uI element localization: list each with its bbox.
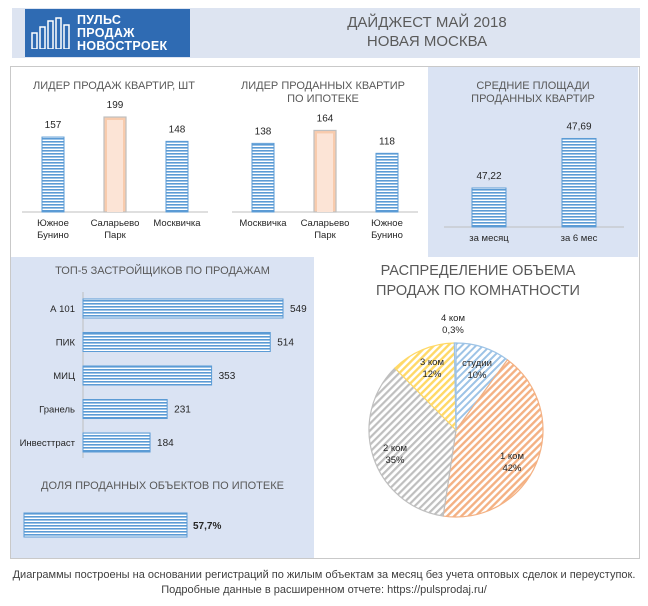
category-label: за месяц	[469, 233, 509, 244]
pie-slice-label: студии	[462, 358, 492, 369]
category-label: Южное	[37, 218, 69, 229]
chart3-avg-area: 47,22 за месяц 47,69 за 6 мес	[444, 121, 624, 244]
chart2-title-line2: ПО ИПОТЕКЕ	[287, 93, 359, 105]
bar-value-label: 164	[317, 113, 334, 124]
logo-line-1: ПУЛЬС	[77, 13, 122, 27]
pie-slice	[453, 342, 457, 431]
category-label: ПИК	[56, 338, 76, 349]
buildings-logo-icon	[31, 17, 70, 49]
pie-slice-label: 2 ком	[383, 443, 407, 454]
bar-value-label: 47,22	[476, 171, 501, 182]
chart3-title: СРЕДНИЕ ПЛОЩАДИ ПРОДАННЫХ КВАРТИР	[428, 80, 638, 106]
pie-slice-label: 3 ком	[420, 357, 444, 368]
logo[interactable]: ПУЛЬС ПРОДАЖ НОВОСТРОЕК	[25, 9, 190, 57]
bar	[82, 332, 271, 352]
pie-slice	[394, 342, 457, 432]
bar	[23, 512, 188, 538]
bar	[82, 399, 168, 419]
bar	[41, 136, 65, 213]
chart5-title: ДОЛЯ ПРОДАННЫХ ОБЪЕКТОВ ПО ИПОТЕКЕ	[41, 480, 284, 492]
bar-value-label: 549	[290, 304, 307, 315]
bar-value-label: 231	[174, 405, 191, 416]
chart4-top-developers: 549 А 101 514 ПИК 353 МИЦ 231 Гранель 184 Инвестт…	[20, 292, 307, 458]
pie-slice	[442, 359, 544, 518]
logo-text: ПУЛЬС ПРОДАЖ НОВОСТРОЕК	[77, 14, 167, 53]
pie-slice-percent: 42%	[502, 463, 522, 474]
category-label: Москвичка	[153, 218, 201, 229]
pie-slice-label: 4 ком	[441, 313, 465, 324]
chart1-title: ЛИДЕР ПРОДАЖ КВАРТИР, ШТ	[33, 80, 195, 92]
chart2-title-line1: ЛИДЕР ПРОДАННЫХ КВАРТИР	[241, 80, 405, 92]
bar	[251, 142, 275, 213]
chart3-title-line1: СРЕДНИЕ ПЛОЩАДИ	[476, 80, 590, 92]
bar-value-label: 184	[157, 438, 174, 449]
chart6-title-line2: ПРОДАЖ ПО КОМНАТНОСТИ	[376, 283, 580, 299]
chart6-title-line1: РАСПРЕДЕЛЕНИЕ ОБЪЕМА	[380, 263, 576, 279]
mortgage-share-panel	[11, 465, 314, 558]
bar	[82, 298, 284, 319]
chart3-title-line2: ПРОДАННЫХ КВАРТИР	[471, 93, 595, 105]
bar-value-label: 353	[219, 371, 236, 382]
bar-value-label: 148	[169, 124, 186, 135]
chart4-title: ТОП-5 ЗАСТРОЙЩИКОВ ПО ПРОДАЖАМ	[55, 265, 270, 277]
category-label: МИЦ	[53, 371, 75, 382]
bar-highlight-inner	[107, 120, 123, 212]
logo-line-2: ПРОДАЖ	[77, 26, 135, 40]
bar-value-label: 47,69	[566, 121, 591, 132]
bar-value-label: 199	[107, 100, 124, 111]
category-label: Парк	[314, 230, 336, 241]
pie-slice	[368, 367, 457, 517]
pie-slice-label: 1 ком	[500, 451, 524, 462]
pie-slice-percent: 35%	[385, 455, 405, 466]
pie-slice-percent: 12%	[422, 369, 442, 380]
pie-slice-percent: 0,3%	[442, 325, 464, 336]
category-label: Парк	[104, 230, 126, 241]
bar	[471, 187, 507, 228]
bar	[375, 152, 399, 213]
category-label: Саларьево	[301, 218, 350, 229]
bar	[561, 137, 597, 228]
category-label: Инвесттраст	[20, 438, 76, 449]
bar	[82, 365, 213, 386]
category-label: Саларьево	[91, 218, 140, 229]
footer-note: Диаграммы построены на основании регистр…	[12, 569, 636, 581]
chart5-mortgage-share: 57,7%	[23, 512, 221, 538]
chart6-title: РАСПРЕДЕЛЕНИЕ ОБЪЕМА ПРОДАЖ ПО КОМНАТНОС…	[318, 261, 638, 301]
bar-highlight-inner	[317, 133, 333, 212]
chart2-title: ЛИДЕР ПРОДАННЫХ КВАРТИР ПО ИПОТЕКЕ	[218, 80, 428, 106]
category-label: А 101	[50, 304, 75, 315]
bar	[82, 432, 151, 453]
bar-value-label: 118	[379, 136, 395, 147]
bar-value-label: 138	[255, 126, 272, 137]
logo-line-3: НОВОСТРОЕК	[77, 39, 168, 53]
category-label: за 6 мес	[561, 233, 598, 244]
category-label: Москвичка	[239, 218, 287, 229]
pie-slice-percent: 10%	[467, 370, 487, 381]
top-developers-panel	[11, 257, 314, 465]
category-label: Южное	[371, 218, 403, 229]
bar	[165, 140, 189, 213]
digest-title: ДАЙДЖЕСТ МАЙ 2018	[347, 14, 507, 31]
digest-subtitle: НОВАЯ МОСКВА	[366, 33, 488, 50]
avg-area-panel	[428, 67, 638, 257]
category-label: Бунино	[37, 230, 69, 241]
bar-value-label: 514	[277, 338, 294, 349]
footer-link[interactable]: Подробные данные в расширенном отчете: h…	[161, 584, 487, 596]
category-label: Гранель	[39, 405, 75, 416]
dashboard-frame	[10, 66, 640, 559]
bar-value-label: 157	[45, 120, 62, 131]
bar-value-label: 57,7%	[193, 521, 221, 532]
category-label: Бунино	[371, 230, 403, 241]
